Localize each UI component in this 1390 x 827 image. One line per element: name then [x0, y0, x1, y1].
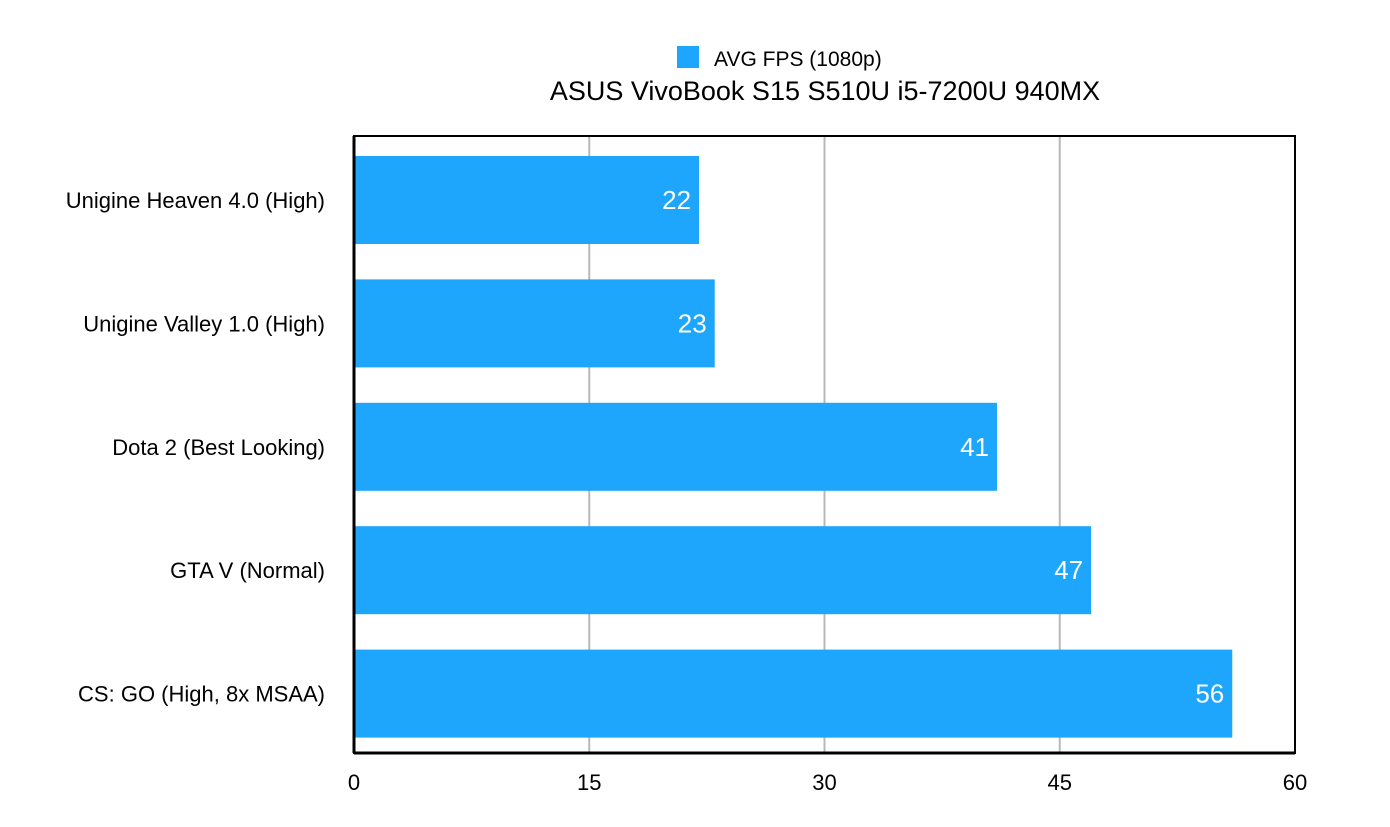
bar [354, 649, 1233, 738]
x-tick-label: 30 [812, 770, 836, 795]
x-tick-label: 15 [577, 770, 601, 795]
bar [354, 402, 998, 491]
x-tick-label: 0 [348, 770, 360, 795]
x-tick-labels: 0 15 30 45 60 [348, 770, 1307, 795]
legend: AVG FPS (1080p) [677, 46, 882, 71]
category-label: Unigine Heaven 4.0 (High) [66, 188, 325, 213]
legend-label: AVG FPS (1080p) [714, 48, 882, 71]
plot-frame [352, 135, 1296, 755]
legend-swatch [677, 46, 699, 68]
x-tick-label: 60 [1283, 770, 1307, 795]
bar-value-label: 56 [1195, 679, 1224, 709]
chart-title: ASUS VivoBook S15 S510U i5-7200U 940MX [550, 76, 1100, 106]
category-label: Dota 2 (Best Looking) [112, 435, 325, 460]
bar-value-label: 22 [662, 185, 691, 215]
category-label: Unigine Valley 1.0 (High) [83, 311, 325, 336]
bar [354, 279, 715, 368]
bar [354, 156, 700, 244]
bar-value-label: 47 [1054, 555, 1083, 585]
bar-value-label: 41 [960, 432, 989, 462]
category-label: CS: GO (High, 8x MSAA) [78, 682, 325, 707]
category-label: GTA V (Normal) [170, 558, 325, 583]
bars: 22 23 41 47 56 [354, 156, 1233, 738]
bar-value-label: 23 [678, 308, 707, 338]
x-tick-label: 45 [1048, 770, 1072, 795]
bar [354, 526, 1092, 615]
category-labels: Unigine Heaven 4.0 (High) Unigine Valley … [66, 188, 325, 707]
